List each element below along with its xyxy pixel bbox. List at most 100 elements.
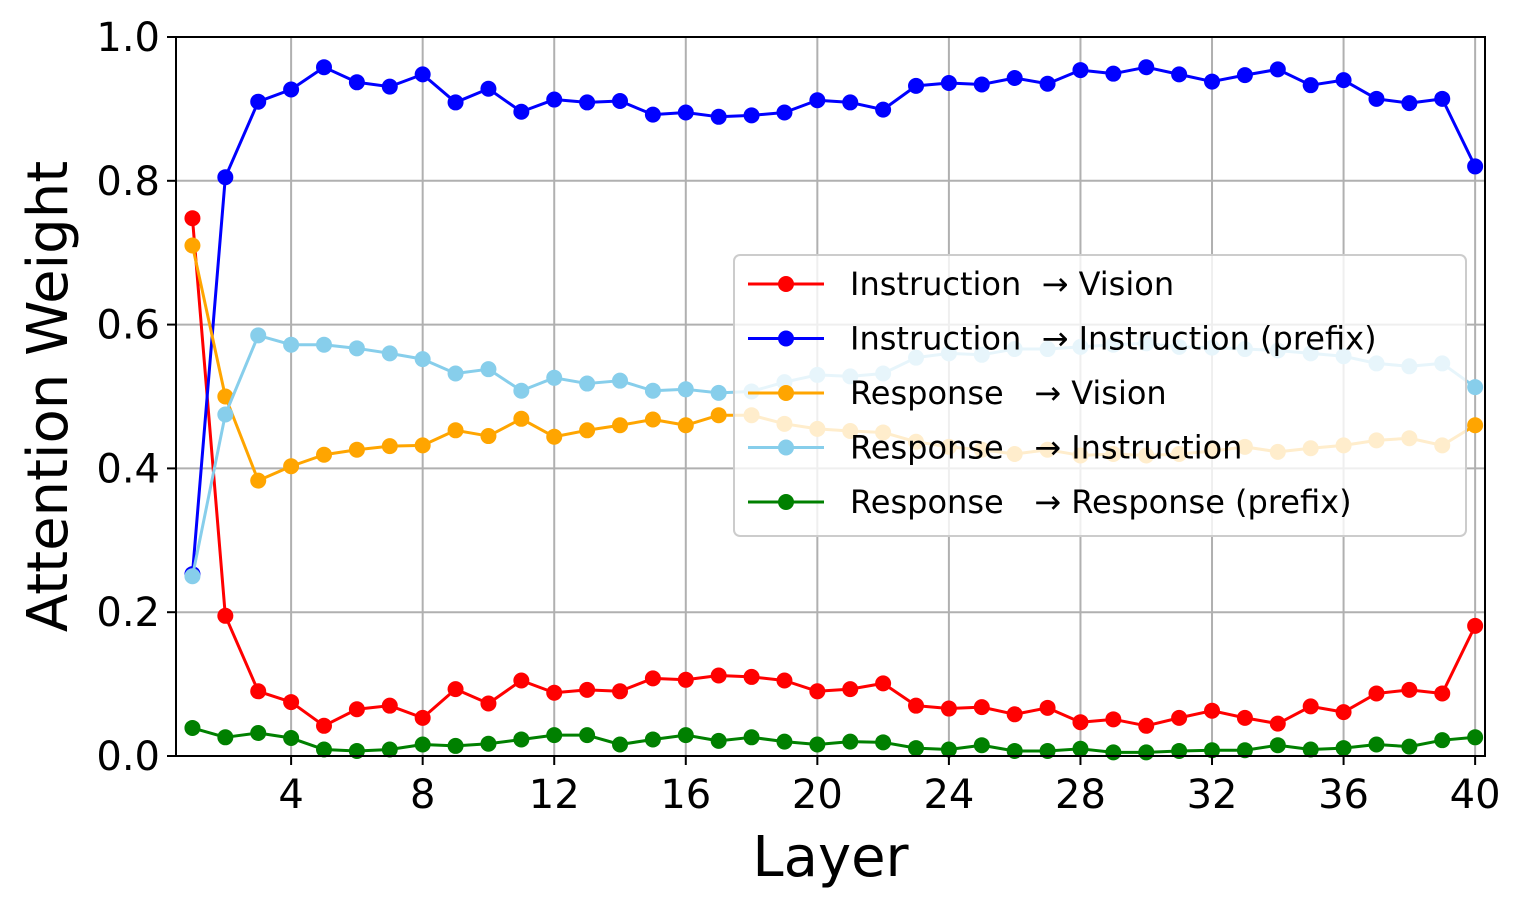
data-point: [283, 730, 300, 747]
legend: Instruction → Vision Instruction → Instru…: [733, 254, 1467, 537]
data-point: [677, 104, 694, 121]
data-point: [1467, 729, 1484, 746]
data-point: [1467, 617, 1484, 634]
data-point: [710, 108, 727, 125]
data-point: [710, 407, 727, 424]
data-point: [710, 732, 727, 749]
data-point: [348, 742, 365, 759]
data-point: [1204, 702, 1221, 719]
x-tick-label: 40: [1450, 772, 1501, 818]
legend-swatch-marker: [778, 439, 794, 456]
y-tick-label: 0.2: [96, 590, 160, 636]
series-line: [190, 65, 1477, 575]
legend-entry: Instruction → Instruction (prefix): [748, 320, 1377, 358]
y-tick-label: 1.0: [96, 15, 160, 61]
data-point: [1434, 732, 1451, 749]
data-point: [250, 724, 267, 741]
legend-entry: Response → Instruction: [748, 429, 1242, 467]
data-point: [513, 731, 530, 748]
data-point: [316, 59, 333, 76]
legend-label: Response → Response (prefix): [850, 483, 1352, 521]
data-point: [1039, 75, 1056, 92]
data-point: [875, 675, 892, 692]
legend-entry: Response → Vision: [748, 374, 1167, 412]
y-tick-label: 0.8: [96, 159, 160, 205]
data-point: [546, 91, 563, 108]
data-point: [612, 417, 629, 434]
data-point: [1171, 66, 1188, 83]
legend-swatch-marker: [778, 494, 794, 510]
data-point: [875, 734, 892, 751]
data-point: [283, 458, 300, 475]
data-point: [513, 382, 530, 399]
data-point: [612, 736, 629, 753]
data-point: [743, 668, 760, 685]
data-point: [381, 741, 398, 758]
data-point: [1072, 714, 1089, 731]
data-point: [250, 683, 267, 700]
data-point: [1269, 61, 1286, 78]
data-point: [1302, 77, 1319, 94]
y-tick-label: 0.6: [96, 303, 160, 349]
x-tick-label: 32: [1187, 772, 1238, 818]
data-point: [809, 92, 826, 109]
data-point: [1335, 72, 1352, 89]
data-point: [1105, 711, 1122, 728]
data-point: [447, 737, 464, 754]
data-point: [1204, 73, 1221, 90]
data-point: [381, 78, 398, 95]
data-point: [184, 568, 201, 585]
x-tick-label: 36: [1318, 772, 1369, 818]
data-point: [480, 361, 497, 378]
data-point: [973, 737, 990, 754]
data-point: [710, 667, 727, 684]
data-point: [1171, 709, 1188, 726]
data-point: [546, 428, 563, 445]
data-point: [579, 681, 596, 698]
y-tick-label: 0.4: [96, 446, 160, 492]
data-point: [513, 410, 530, 427]
data-point: [1204, 742, 1221, 759]
data-point: [842, 733, 859, 750]
data-point: [677, 671, 694, 688]
data-point: [546, 369, 563, 386]
data-point: [1039, 699, 1056, 716]
data-point: [1171, 742, 1188, 759]
data-point: [414, 437, 431, 454]
data-point: [1401, 681, 1418, 698]
data-point: [579, 375, 596, 392]
y-tick-label: 0.0: [96, 734, 160, 780]
data-point: [447, 422, 464, 439]
data-point: [1236, 67, 1253, 84]
data-point: [579, 94, 596, 111]
data-point: [316, 717, 333, 734]
data-point: [1072, 740, 1089, 757]
data-point: [217, 406, 234, 423]
data-point: [217, 607, 234, 624]
data-point: [1105, 65, 1122, 82]
data-point: [644, 731, 661, 748]
data-point: [1006, 706, 1023, 723]
data-point: [480, 695, 497, 712]
legend-box: [733, 254, 1467, 537]
data-point: [579, 727, 596, 744]
data-point: [842, 681, 859, 698]
data-point: [1401, 738, 1418, 755]
data-point: [1467, 379, 1484, 396]
series-line: [192, 726, 1476, 754]
data-point: [1434, 685, 1451, 702]
data-point: [1302, 741, 1319, 758]
series-1: [184, 210, 1484, 734]
data-point: [612, 683, 629, 700]
plot-frame: [175, 36, 1486, 757]
series-line: [190, 218, 1477, 728]
data-point: [546, 727, 563, 744]
data-point: [217, 729, 234, 746]
data-point: [973, 699, 990, 716]
data-point: [776, 104, 793, 121]
data-point: [283, 81, 300, 98]
data-point: [776, 672, 793, 689]
data-point: [1138, 59, 1155, 76]
data-point: [217, 169, 234, 186]
